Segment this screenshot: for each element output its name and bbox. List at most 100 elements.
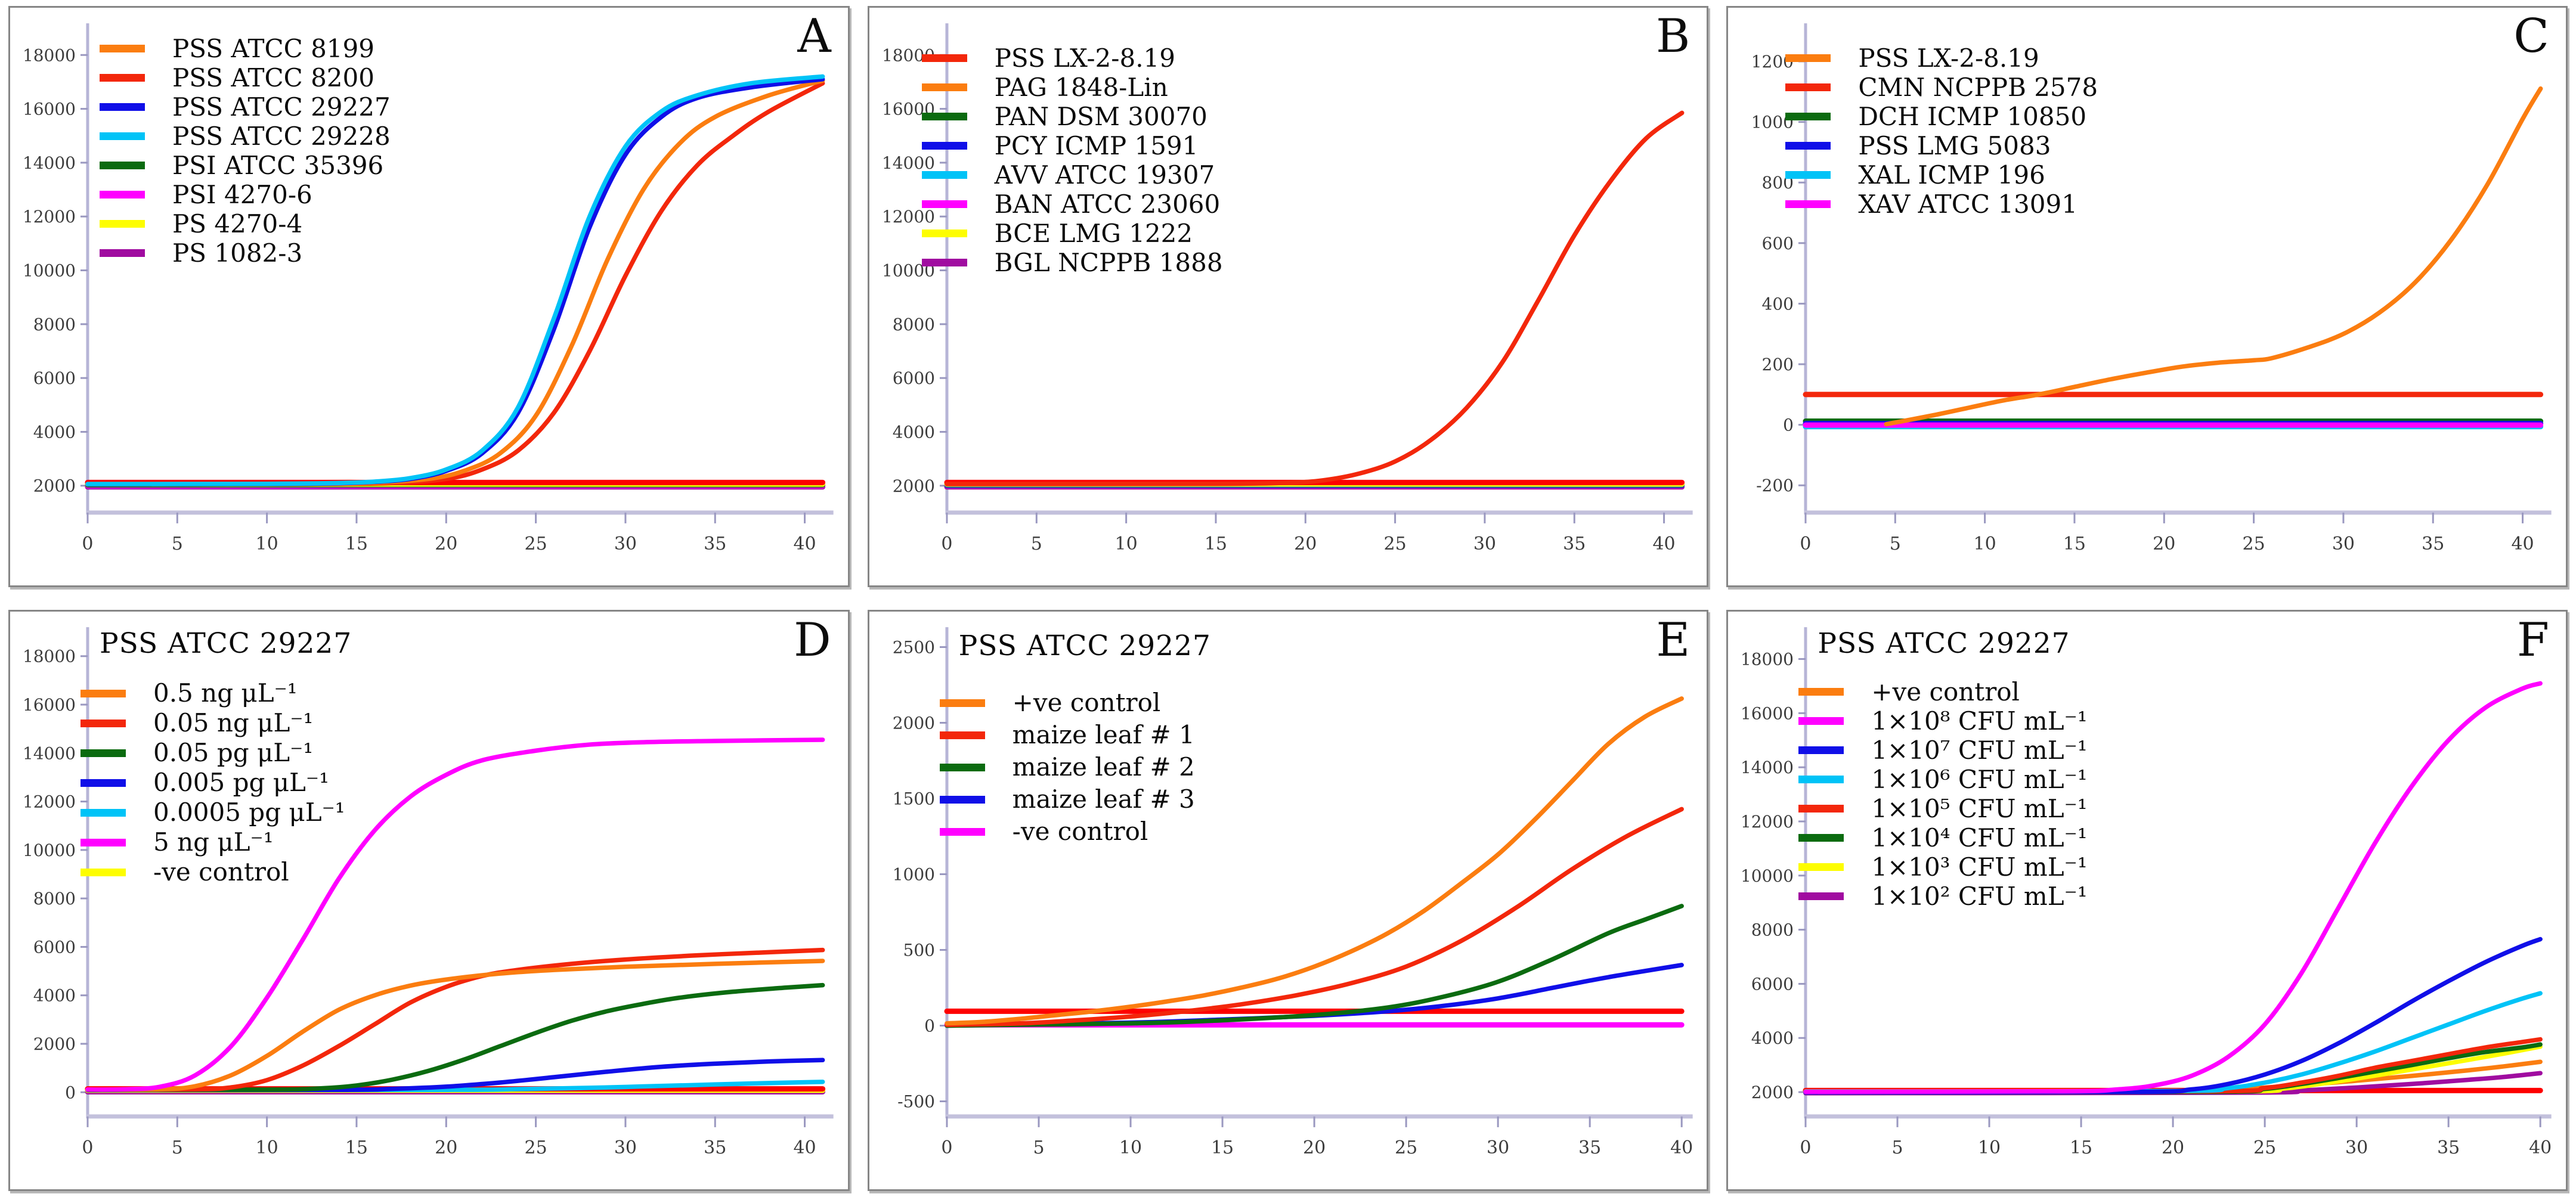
legend-item: PSS ATCC 29228 xyxy=(100,122,391,151)
legend-swatch-icon xyxy=(80,719,126,727)
legend-item: PSS LX-2-8.19 xyxy=(921,44,1223,73)
legend: PSS LX-2-8.19 PAG 1848-Lin PAN DSM 30070 PC… xyxy=(921,44,1223,277)
legend-label: +ve control xyxy=(1012,688,1161,717)
x-tick-label: 15 xyxy=(345,1137,368,1158)
legend-swatch-icon xyxy=(100,74,145,82)
legend-item: maize leaf # 3 xyxy=(939,783,1195,815)
legend-swatch-icon xyxy=(1785,171,1831,179)
legend-item: maize leaf # 1 xyxy=(939,719,1195,751)
x-tick-label: 5 xyxy=(172,534,183,554)
plot-D: 0 2000 4000 6000 8000 10000 12000 14000 16000 180… xyxy=(23,627,834,1158)
series-1-10-cfu-ml- xyxy=(1803,681,2543,1094)
y-tick-label: 16000 xyxy=(23,695,76,715)
y-tick-label: 4000 xyxy=(892,422,934,442)
x-tick-label: 35 xyxy=(704,534,726,554)
x-tick-label: 25 xyxy=(1395,1137,1417,1158)
legend: PSS LX-2-8.19 CMN NCPPB 2578 DCH ICMP 1085… xyxy=(1785,44,2098,219)
legend-label: BAN ATCC 23060 xyxy=(994,189,1221,219)
legend-label: PCY ICMP 1591 xyxy=(994,131,1199,160)
legend-label: 0.05 pg μL⁻¹ xyxy=(153,738,314,767)
panel-A: 2000 4000 6000 8000 10000 12000 14000 16000 1800… xyxy=(8,6,850,587)
legend-swatch-icon xyxy=(939,795,985,804)
y-tick-label: 10000 xyxy=(1741,866,1794,886)
plot-B: 2000400060008000100001200014000160001800… xyxy=(882,23,1693,554)
legend-label: PSS ATCC 29227 xyxy=(172,92,391,122)
series-1-10-cfu-ml- xyxy=(1803,936,2543,1095)
legend: 0.5 ng μL⁻¹ 0.05 ng μL⁻¹ 0.05 pg μL⁻¹ 0.005… xyxy=(80,678,345,887)
legend-swatch-icon xyxy=(100,220,145,228)
legend-item: BCE LMG 1222 xyxy=(921,219,1223,248)
legend-swatch-icon xyxy=(1785,83,1831,91)
x-tick-label: 20 xyxy=(2162,1137,2184,1158)
series-1-10-cfu-ml- xyxy=(1803,1044,2543,1094)
series-0-05-pg-l- xyxy=(85,982,825,1092)
panel-D: 0 2000 4000 6000 8000 10000 12000 14000 16000 180… xyxy=(8,610,850,1191)
y-tick-label: 12000 xyxy=(23,792,76,812)
legend-swatch-icon xyxy=(921,54,967,62)
legend-swatch-icon xyxy=(921,142,967,150)
plot-A: 2000 4000 6000 8000 10000 12000 14000 16000 1800… xyxy=(23,23,834,554)
legend-swatch-icon xyxy=(939,699,985,707)
x-tick-label: 25 xyxy=(2243,534,2265,554)
y-tick-label: 2500 xyxy=(892,638,934,658)
y-tick-label: 8000 xyxy=(33,315,76,334)
y-tick-label: 18000 xyxy=(1741,650,1794,669)
legend-label: -ve control xyxy=(1012,817,1148,846)
legend-swatch-icon xyxy=(1798,746,1844,754)
series-0-5-ng-l- xyxy=(85,959,825,1092)
x-tick-label: 40 xyxy=(2512,534,2534,554)
y-tick-label: 4000 xyxy=(33,422,76,442)
x-tick-label: 30 xyxy=(614,534,637,554)
legend-label: PSS ATCC 8199 xyxy=(172,33,374,63)
legend-item: 0.5 ng μL⁻¹ xyxy=(80,678,345,708)
y-tick-label: 8000 xyxy=(892,315,934,334)
x-tick-label: 20 xyxy=(1294,534,1317,554)
legend-item: PS 1082-3 xyxy=(100,238,391,268)
x-tick-label: 30 xyxy=(2345,1137,2368,1158)
legend-item: 1×10³ CFU mL⁻¹ xyxy=(1798,852,2088,882)
y-tick-label: 600 xyxy=(1762,234,1794,253)
series-maize-leaf-1 xyxy=(944,807,1684,1027)
y-tick-label: 12000 xyxy=(882,207,935,227)
legend-swatch-icon xyxy=(100,162,145,169)
y-tick-label: 18000 xyxy=(23,647,76,666)
series-1-10-cfu-ml- xyxy=(1803,991,2543,1094)
y-tick-label: 2000 xyxy=(1751,1083,1794,1102)
legend-label: maize leaf # 1 xyxy=(1012,720,1195,749)
legend-item: PSS LMG 5083 xyxy=(1785,131,2098,160)
panel-F: 2000 4000 6000 8000 10000 12000 14000 16000 1800… xyxy=(1726,610,2568,1191)
legend-label: DCH ICMP 10850 xyxy=(1858,101,2087,131)
y-tick-label: 10000 xyxy=(23,261,76,281)
legend-item: AVV ATCC 19307 xyxy=(921,160,1223,190)
legend-label: PS 1082-3 xyxy=(172,238,303,268)
legend-label: XAL ICMP 196 xyxy=(1858,160,2045,190)
y-tick-label: 200 xyxy=(1762,355,1794,374)
legend-item: BGL NCPPB 1888 xyxy=(921,248,1223,277)
y-tick-label: 14000 xyxy=(23,743,76,763)
y-tick-label: 0 xyxy=(1783,415,1794,435)
legend-swatch-icon xyxy=(1798,834,1844,842)
legend-item: DCH ICMP 10850 xyxy=(1785,102,2098,131)
y-tick-label: 8000 xyxy=(1751,920,1794,940)
x-tick-label: 0 xyxy=(941,534,952,554)
legend-label: 1×10² CFU mL⁻¹ xyxy=(1871,881,2088,911)
series-pss-lx-2-8-19 xyxy=(1884,86,2543,427)
legend-swatch-icon xyxy=(1798,863,1844,871)
x-tick-label: 15 xyxy=(2063,534,2086,554)
y-tick-label: -500 xyxy=(897,1092,935,1112)
x-tick-label: 40 xyxy=(1652,534,1675,554)
x-tick-label: 15 xyxy=(1211,1137,1234,1158)
legend-label: 1×10⁷ CFU mL⁻¹ xyxy=(1871,735,2088,765)
panel-letter: D xyxy=(794,613,831,667)
legend-swatch-icon xyxy=(80,868,126,876)
x-tick-label: 10 xyxy=(1974,534,1996,554)
legend-swatch-icon xyxy=(80,808,126,817)
x-tick-label: 10 xyxy=(1119,1137,1142,1158)
x-tick-label: 20 xyxy=(435,534,457,554)
plot-F: 2000 4000 6000 8000 10000 12000 14000 16000 1800… xyxy=(1741,627,2552,1158)
legend-item: 1×10⁸ CFU mL⁻¹ xyxy=(1798,706,2088,736)
x-tick-label: 35 xyxy=(1563,534,1586,554)
panel-title: PSS ATCC 29227 xyxy=(100,627,352,660)
legend-item: PS 4270-4 xyxy=(100,209,391,238)
